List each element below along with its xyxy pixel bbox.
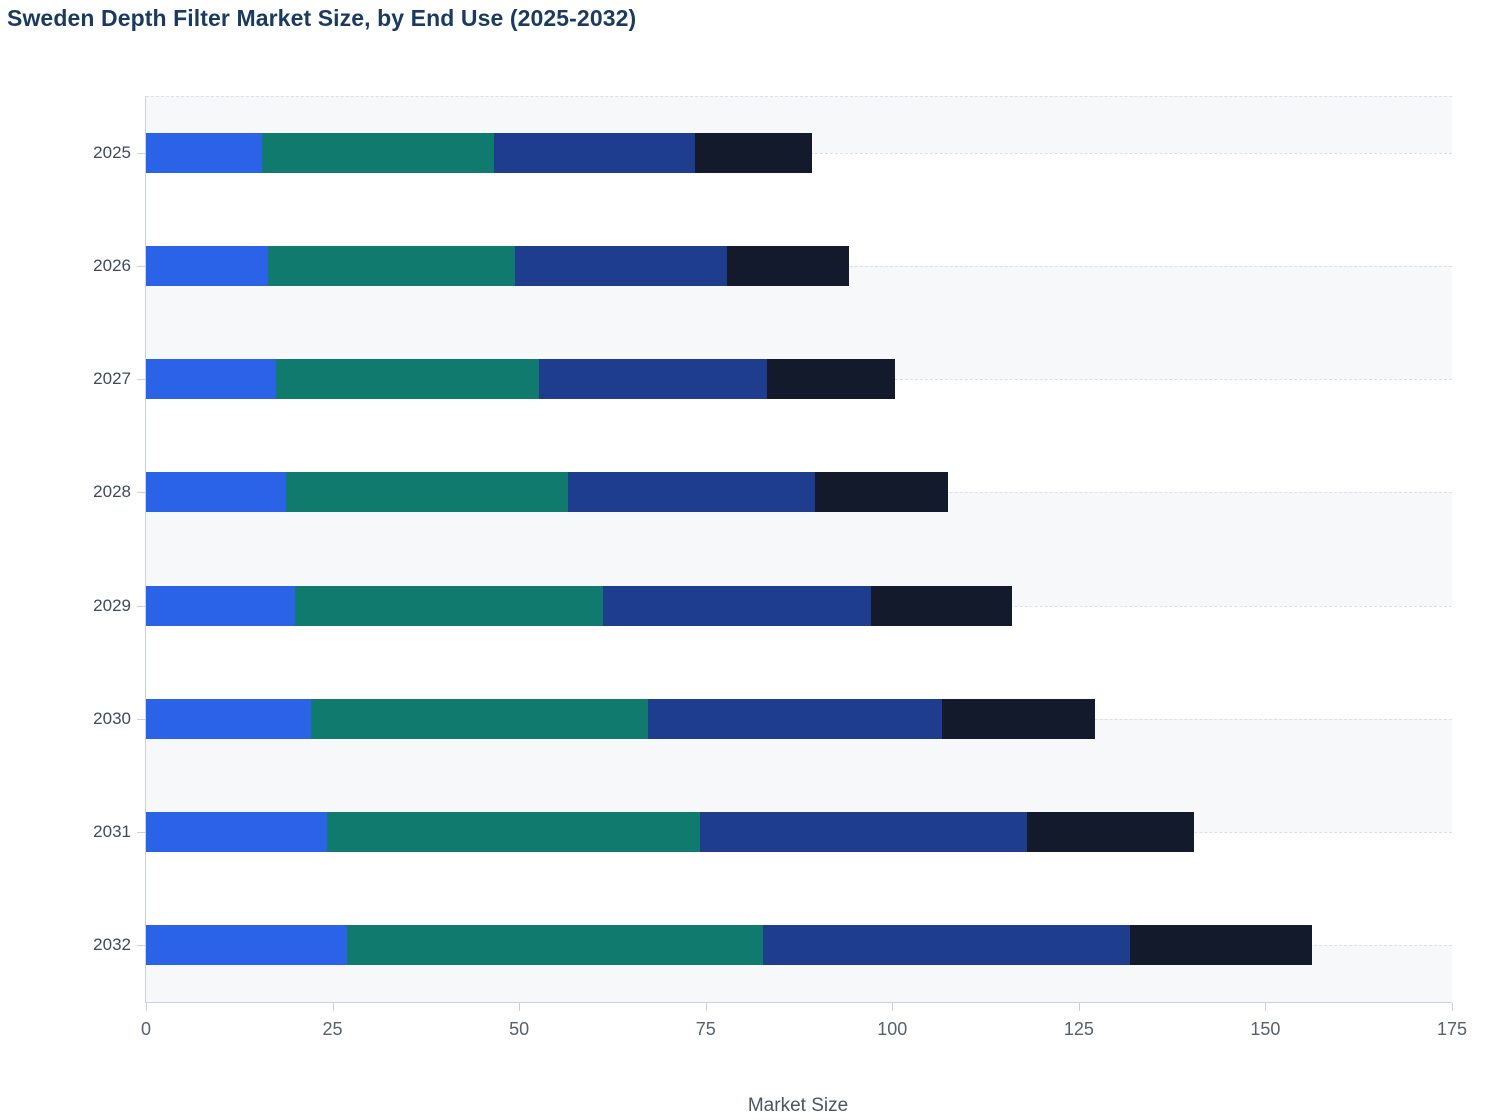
bar-segment-segment-4-2027[interactable] (766, 359, 895, 400)
bar-segment-segment-3-2027[interactable] (539, 359, 767, 400)
bar-segment-segment-1-2029[interactable] (146, 585, 296, 626)
x-axis-tick (705, 1003, 707, 1011)
bar-segment-segment-2-2030[interactable] (310, 698, 649, 739)
bar-segment-segment-3-2029[interactable] (603, 585, 872, 626)
bar-segment-segment-2-2029[interactable] (295, 585, 604, 626)
bar-segment-segment-4-2025[interactable] (695, 132, 813, 173)
bar-segment-segment-1-2030[interactable] (146, 698, 311, 739)
bar-segment-segment-3-2028[interactable] (568, 472, 816, 513)
y-axis-label: 2025 (93, 142, 131, 162)
plot-area (145, 96, 1452, 1003)
bar-row-2026 (146, 245, 849, 286)
bar-segment-segment-1-2028[interactable] (146, 472, 286, 513)
bar-segment-segment-3-2025[interactable] (493, 132, 696, 173)
bar-row-2030 (146, 698, 1096, 739)
bar-row-2031 (146, 812, 1194, 853)
y-axis-label: 2026 (93, 255, 131, 275)
bar-segment-segment-4-2032[interactable] (1129, 925, 1312, 966)
y-axis-tick (137, 605, 145, 607)
bar-segment-segment-2-2027[interactable] (275, 359, 540, 400)
y-axis-label: 2028 (93, 482, 131, 502)
bar-row-2027 (146, 359, 895, 400)
bar-segment-segment-2-2026[interactable] (268, 245, 516, 286)
x-axis-tick-label: 100 (877, 1019, 908, 1039)
bar-segment-segment-3-2031[interactable] (699, 812, 1027, 853)
bar-segment-segment-3-2030[interactable] (648, 698, 943, 739)
bar-row-2029 (146, 585, 1012, 626)
y-axis-tick (137, 832, 145, 834)
x-axis-tick (146, 1003, 147, 1011)
bar-segment-segment-1-2031[interactable] (146, 812, 327, 853)
y-axis-label: 2029 (93, 595, 131, 615)
x-axis-tick-label: 150 (1250, 1019, 1281, 1039)
x-axis-tick-label: 50 (509, 1019, 530, 1039)
x-axis-tick (1078, 1003, 1080, 1011)
bar-segment-segment-4-2029[interactable] (871, 585, 1012, 626)
y-axis-tick (137, 945, 145, 947)
bar-segment-segment-1-2025[interactable] (146, 132, 263, 173)
x-axis-tick (892, 1003, 894, 1011)
x-axis-tick-label: 0 (140, 1019, 151, 1039)
y-axis-tick (137, 265, 145, 267)
x-axis-tick-label: 175 (1436, 1019, 1468, 1039)
x-axis-tick (332, 1003, 334, 1011)
x-axis-tick-label: 125 (1063, 1019, 1094, 1039)
bar-row-2025 (146, 132, 813, 173)
y-axis-label: 2027 (93, 369, 131, 389)
y-axis-tick (137, 152, 145, 154)
x-axis-tick-label: 75 (695, 1019, 716, 1039)
x-axis-tick-label: 25 (322, 1019, 343, 1039)
bar-segment-segment-1-2026[interactable] (146, 245, 269, 286)
bar-segment-segment-3-2026[interactable] (515, 245, 728, 286)
y-axis-label: 2032 (93, 935, 131, 955)
bar-segment-segment-1-2027[interactable] (146, 359, 276, 400)
x-axis-tick (519, 1003, 521, 1011)
x-axis-title: Market Size (747, 1095, 849, 1116)
bar-segment-segment-2-2028[interactable] (285, 472, 569, 513)
bar-row-2028 (146, 472, 949, 513)
bar-segment-segment-2-2031[interactable] (326, 812, 700, 853)
bar-row-2032 (146, 925, 1312, 966)
bar-segment-segment-4-2031[interactable] (1026, 812, 1194, 853)
x-axis-tick (1265, 1003, 1267, 1011)
bar-segment-segment-2-2025[interactable] (262, 132, 494, 173)
y-axis-tick (137, 379, 145, 381)
bar-segment-segment-4-2028[interactable] (815, 472, 949, 513)
y-axis-label: 2030 (93, 708, 131, 728)
y-axis-tick (137, 492, 145, 494)
gridline-dashed (146, 96, 1452, 97)
y-axis-label: 2031 (93, 822, 131, 842)
bar-segment-segment-3-2032[interactable] (763, 925, 1130, 966)
bar-segment-segment-2-2032[interactable] (346, 925, 764, 966)
bar-segment-segment-1-2032[interactable] (146, 925, 347, 966)
x-axis-tick (1452, 1003, 1453, 1011)
chart-title: Sweden Depth Filter Market Size, by End … (7, 5, 637, 31)
bar-segment-segment-4-2030[interactable] (942, 698, 1096, 739)
bar-segment-segment-4-2026[interactable] (727, 245, 849, 286)
y-axis-tick (137, 718, 145, 720)
